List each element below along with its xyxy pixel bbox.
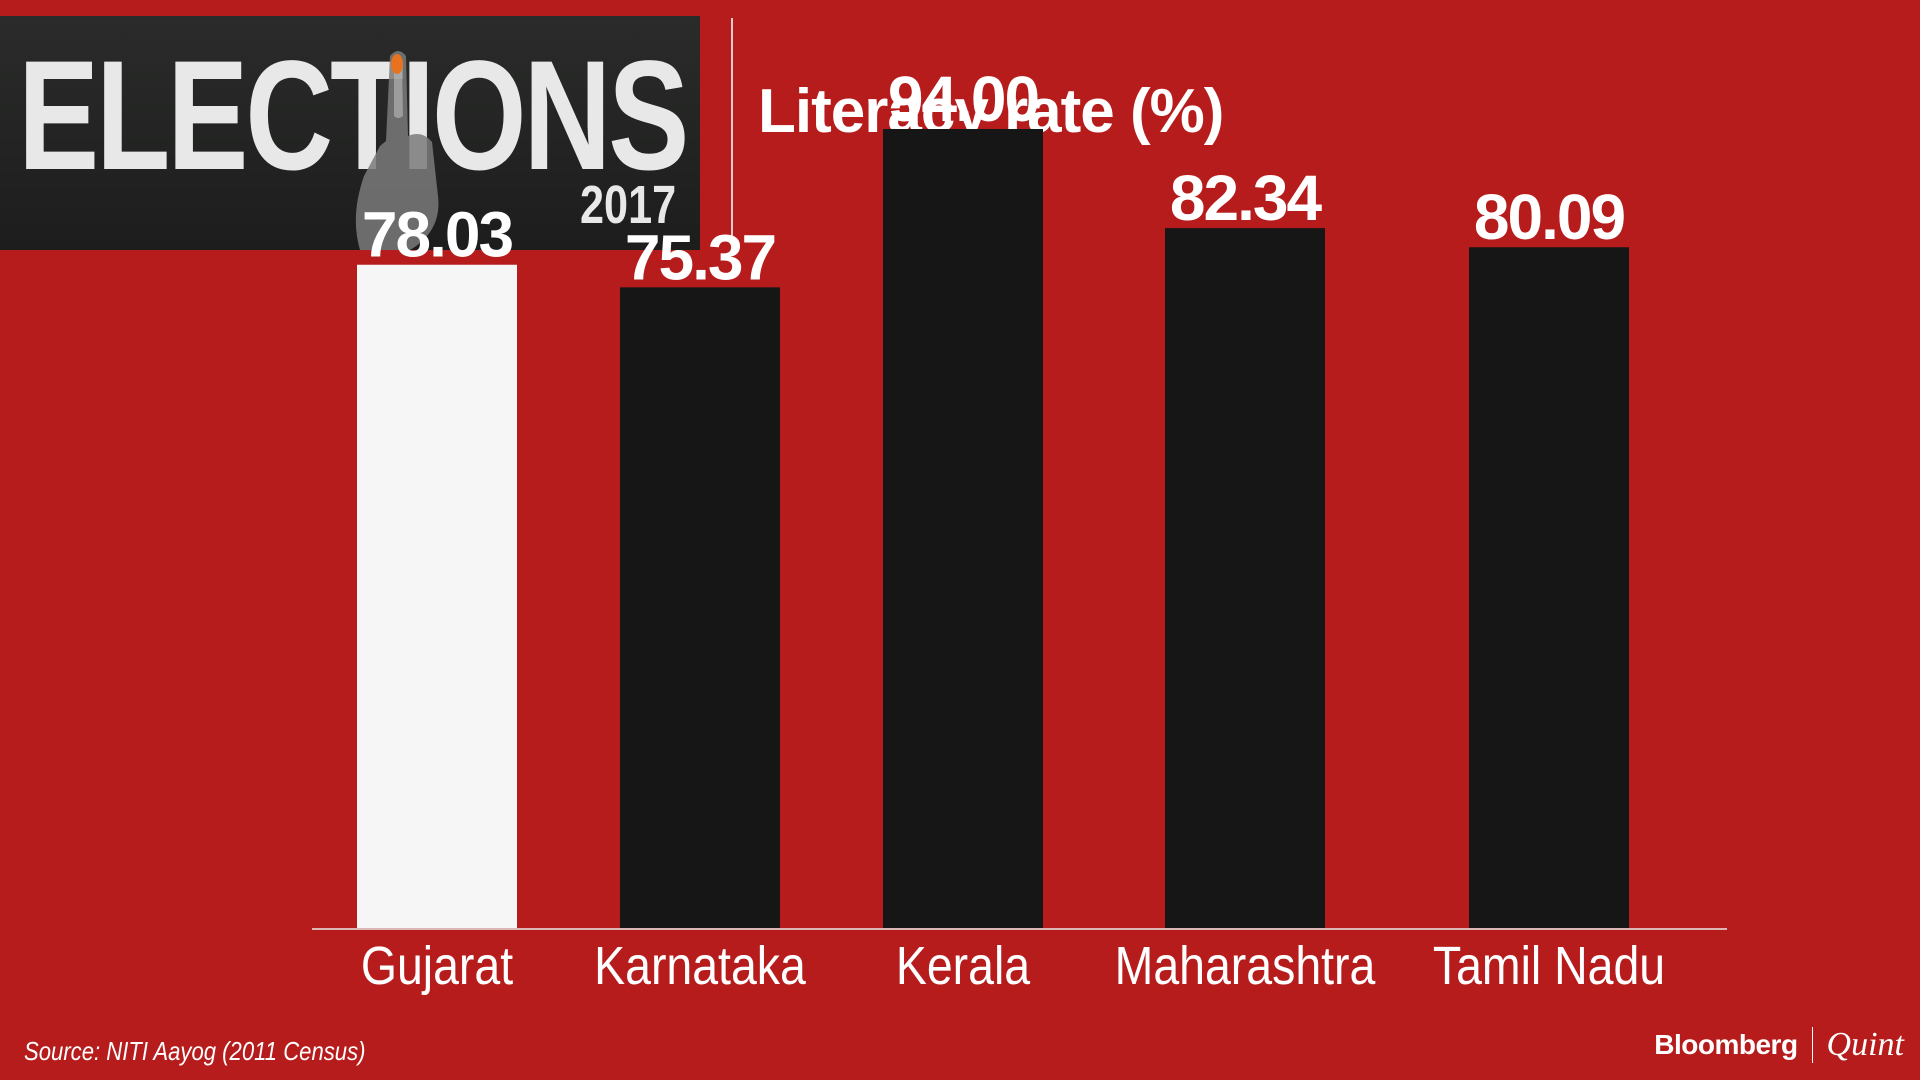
bar-kerala [883, 129, 1043, 928]
category-label: Gujarat [361, 935, 513, 996]
category-label: Tamil Nadu [1433, 935, 1665, 996]
bar-maharashtra [1165, 228, 1325, 929]
raised-finger-icon [355, 51, 439, 250]
data-label: 82.34 [1170, 162, 1323, 234]
data-label: 94.00 [888, 63, 1038, 135]
source-note: Source: NITI Aayog (2011 Census) [24, 1036, 366, 1066]
header-divider [731, 18, 733, 236]
category-label: Kerala [896, 935, 1030, 996]
category-label: Maharashtra [1115, 935, 1376, 996]
elections-2017-logo: ELECTIONS 2017 [0, 16, 700, 250]
data-label: 80.09 [1474, 181, 1625, 253]
category-label: Karnataka [594, 935, 806, 996]
bar-karnataka [620, 287, 780, 929]
logo-year: 2017 [579, 175, 676, 235]
bar-gujarat [357, 264, 517, 928]
brand-quint: Quint [1826, 1026, 1904, 1063]
data-label: 75.37 [625, 221, 775, 293]
data-label: 78.03 [362, 199, 513, 271]
brand-bloomberg: Bloomberg [1654, 1029, 1798, 1060]
bar-tamil-nadu [1469, 247, 1629, 929]
brand-separator [1811, 1027, 1813, 1063]
logo-wordmark: ELECTIONS [18, 29, 689, 203]
brand-logo: Bloomberg Quint [1654, 1026, 1904, 1064]
